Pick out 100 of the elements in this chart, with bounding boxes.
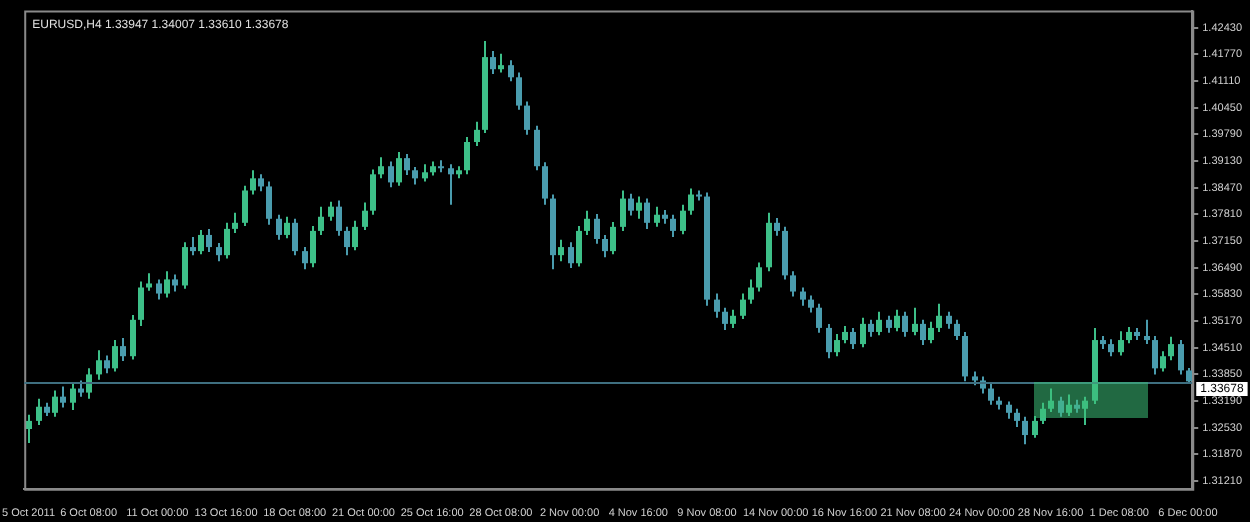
candlestick [336,199,342,237]
candlestick [52,389,58,418]
candlestick [860,316,866,349]
candlestick [224,221,230,260]
candlestick [826,322,832,360]
candlestick [96,349,102,381]
candlestick [70,382,76,411]
candlestick [1178,339,1184,376]
candlestick [576,225,582,268]
candlestick [198,229,204,256]
candlestick [902,310,908,338]
candlestick [156,278,162,301]
candlestick [654,205,660,228]
candlestick [636,195,642,220]
candlestick [688,187,694,216]
candlestick [644,197,650,230]
candlestick [1058,395,1064,418]
candlestick [680,203,686,236]
candlestick [928,320,934,345]
candlestick [344,225,350,257]
candlestick [1118,330,1124,357]
candlestick [26,413,32,445]
candlestick [396,151,402,187]
candlestick [542,161,548,206]
candlestick [138,280,144,327]
candlestick [242,184,248,228]
candlestick [302,246,308,271]
candlestick [130,313,136,361]
candlestick [1144,318,1150,346]
candlestick [524,100,530,136]
candlestick [352,219,358,252]
candlestick [318,205,324,236]
candlestick [36,397,42,426]
candlestick [1014,407,1020,428]
candlestick [620,189,626,232]
candlestick [1160,350,1166,373]
candlestick [164,270,170,299]
candlestick [876,310,882,337]
candlestick [894,308,900,333]
candlestick [328,200,334,222]
candlestick [508,59,514,83]
candlestick [464,136,470,176]
candlestick [962,330,968,383]
candlestick [232,211,238,234]
candlestick [284,215,290,240]
candlestick [790,270,796,298]
candlestick [954,318,960,342]
candlestick [292,217,298,257]
candlestick [1066,393,1072,418]
candlestick [182,241,188,290]
candlestick [584,209,590,236]
candlestick [628,192,634,217]
candlestick [756,261,762,293]
candlestick [404,153,410,177]
candlestick [1168,335,1174,362]
candlestick [190,235,196,257]
candlestick [670,213,676,238]
candlestick [988,382,994,406]
candlestick [86,367,92,400]
candlestick [696,189,702,202]
candlestick [1082,395,1088,426]
candlestick [610,221,616,256]
candlestick [850,326,856,350]
candlestick [800,286,806,307]
candlestick [516,71,522,111]
candlestick [740,292,746,321]
candlestick [816,302,822,334]
candlestick [748,278,754,305]
candlestick [1048,387,1054,413]
candlestick [448,163,454,206]
candlestick [602,233,608,259]
candlestick [782,225,788,281]
candlestick [834,332,840,358]
candlestick [120,337,126,363]
candlestick [1152,335,1158,376]
candlestick [714,292,720,319]
candlestick [370,168,376,216]
candlestick [60,385,66,409]
candlestick [936,302,942,333]
candlestick [920,318,926,346]
candlestick [362,201,368,232]
candlestick [912,306,918,337]
candlestick [558,238,564,263]
candlestick [722,306,728,331]
candlestick [206,227,212,253]
candlestick [378,156,384,180]
candlestick [474,120,480,148]
candlestick [310,225,316,269]
candlestick [594,212,600,245]
candlestick [266,180,272,226]
candlestick [498,52,504,74]
candlestick [490,50,496,76]
candlestick [276,213,282,241]
candlestick [1032,415,1038,439]
candlestick [250,169,256,196]
candlestick [568,241,574,270]
candlestick [388,160,394,189]
candlestick [216,242,222,263]
candlestick [534,124,540,172]
candlestick [112,339,118,373]
